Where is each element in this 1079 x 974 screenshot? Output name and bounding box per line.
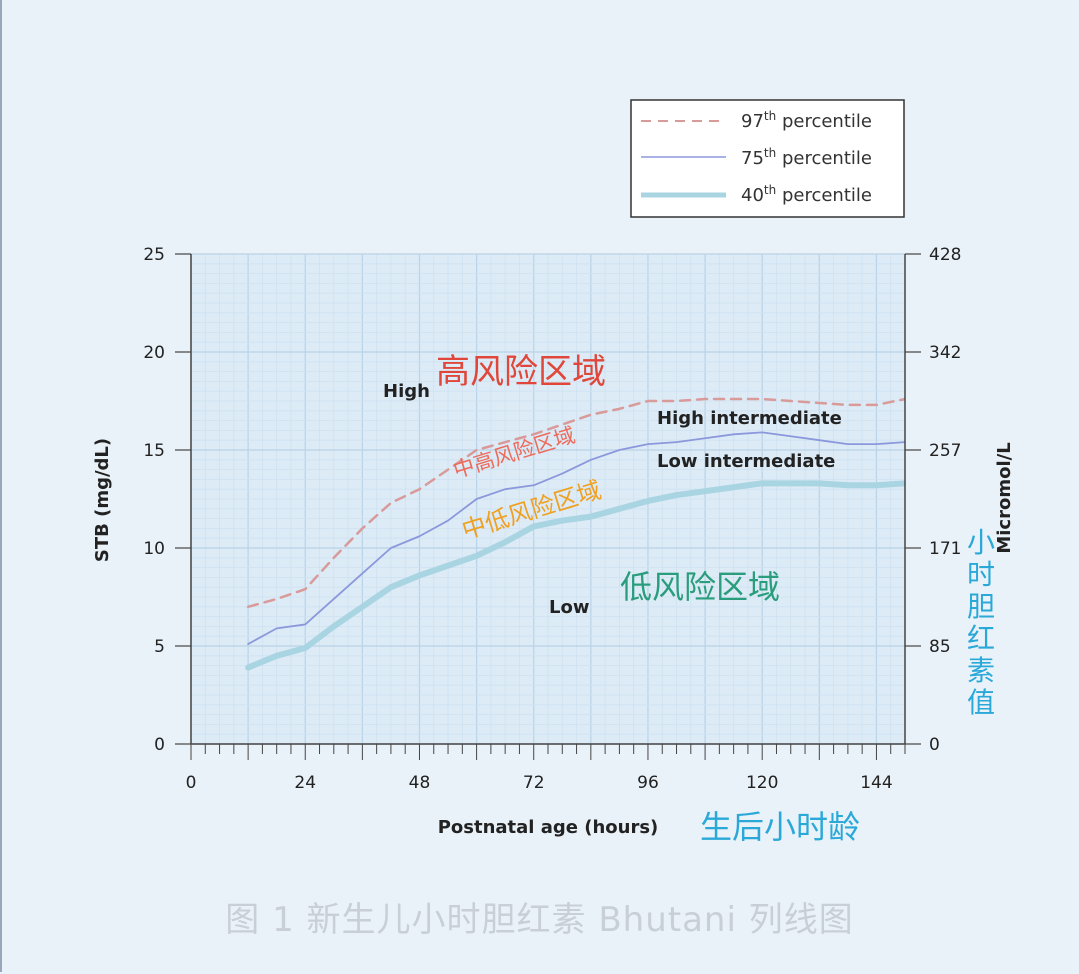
x-tick-label: 24 xyxy=(294,773,316,793)
y-right-axis-title: Micromol/L xyxy=(994,442,1015,553)
series-line-p75 xyxy=(247,431,905,645)
right-cn-char: 时 xyxy=(967,558,995,591)
y-right-tick-label: 428 xyxy=(929,245,961,265)
y-tick-label: 20 xyxy=(143,343,165,363)
x-axis-title: Postnatal age (hours) xyxy=(438,817,659,838)
x-axis-title-cn: 生后小时龄 xyxy=(700,808,860,846)
figure-caption: 图 1 新生儿小时胆红素 Bhutani 列线图 xyxy=(225,900,854,940)
x-tick-label: 144 xyxy=(860,773,892,793)
zone-label-low: Low xyxy=(549,597,589,618)
right-cn-char: 素 xyxy=(967,654,995,687)
legend: 97th percentile 75th percentile 40th per… xyxy=(630,99,905,218)
legend-label-p75: 75th percentile xyxy=(741,146,872,169)
legend-label-p97: 97th percentile xyxy=(741,109,872,132)
x-tick-label: 48 xyxy=(409,773,431,793)
series-layer xyxy=(245,397,905,671)
y-right-tick-label: 171 xyxy=(929,539,961,559)
right-cn-char: 胆 xyxy=(967,590,995,623)
right-cn-char: 值 xyxy=(967,686,995,719)
series-line-p97 xyxy=(246,397,905,609)
zone-label-high-cn: 高风险区域 xyxy=(436,352,606,392)
series-line-p40 xyxy=(245,480,905,671)
x-tick-label: 0 xyxy=(186,773,197,793)
right-cn-char: 小 xyxy=(967,526,995,559)
y-right-tick-label: 342 xyxy=(929,343,961,363)
right-cn-char: 红 xyxy=(967,622,995,655)
zone-label-low-intermediate: Low intermediate xyxy=(657,451,835,472)
x-tick-label: 120 xyxy=(746,773,778,793)
zone-label-low-cn: 低风险区域 xyxy=(620,568,780,606)
x-tick-label: 96 xyxy=(637,773,659,793)
y-tick-label: 15 xyxy=(143,441,165,461)
legend-label-p40: 40th percentile xyxy=(741,183,872,206)
zone-label-high-intermediate: High intermediate xyxy=(657,408,842,429)
y-right-tick-label: 85 xyxy=(929,637,951,657)
axes: 0 24 48 72 96 120 144 0 0 5 85 10 171 15 257 20 342 25 428 xyxy=(143,245,961,793)
y-right-axis-title-cn: 小 时 胆 红 素 值 xyxy=(967,526,995,719)
y-axis-title: STB (mg/dL) xyxy=(92,438,113,562)
y-right-tick-label: 257 xyxy=(929,441,961,461)
y-tick-label: 5 xyxy=(154,637,165,657)
x-tick-label: 72 xyxy=(523,773,545,793)
zone-label-high: High xyxy=(383,381,430,402)
y-tick-label: 10 xyxy=(143,539,165,559)
y-right-tick-label: 0 xyxy=(929,735,940,755)
y-tick-label: 25 xyxy=(143,245,165,265)
y-tick-label: 0 xyxy=(154,735,165,755)
